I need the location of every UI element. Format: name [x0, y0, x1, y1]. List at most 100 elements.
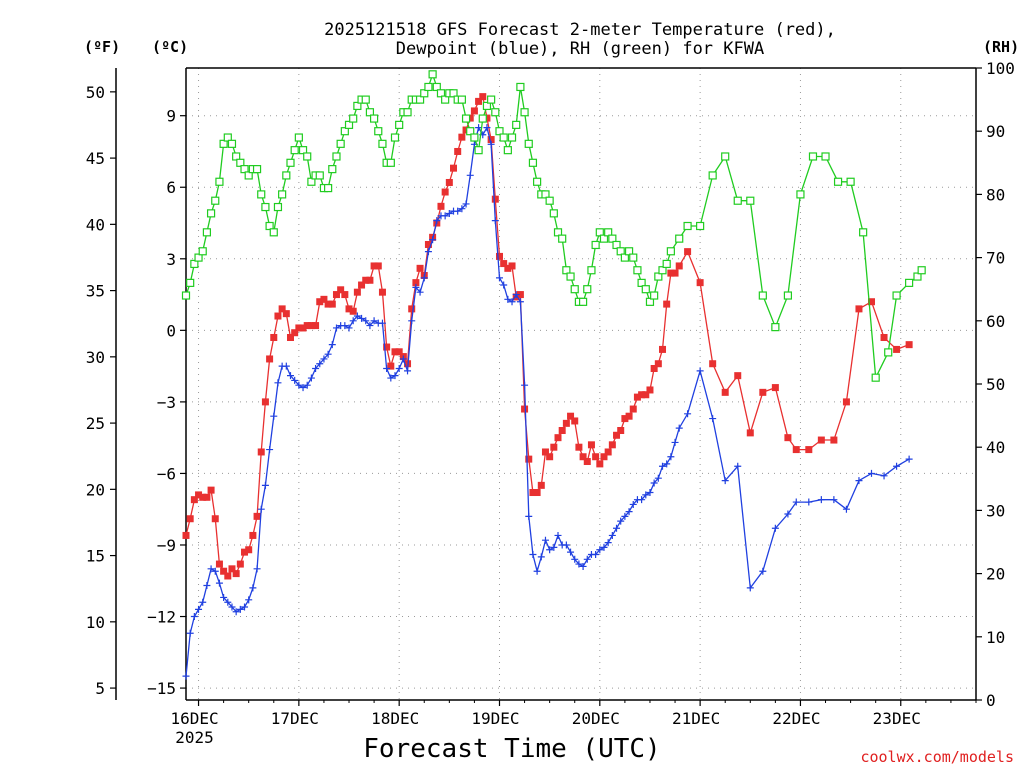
- dewpoint-point: [186, 629, 194, 637]
- 2-meter-temperature-point: [571, 417, 579, 425]
- 2-meter-temperature-point: [408, 305, 416, 313]
- rh-tick-label: 90: [986, 122, 1005, 141]
- dewpoint-point: [659, 462, 667, 470]
- dewpoint-point: [303, 381, 311, 389]
- 2-meter-temperature-point: [608, 441, 616, 449]
- 2-meter-temperature-point: [504, 264, 512, 272]
- relative-humidity-point: [315, 171, 324, 180]
- relative-humidity-point: [244, 171, 253, 180]
- 2-meter-temperature-point: [500, 260, 508, 268]
- 2-meter-temperature-point: [353, 288, 361, 296]
- 2-meter-temperature-point: [220, 567, 228, 575]
- 2-meter-temperature-point: [521, 405, 529, 413]
- 2-meter-temperature-point: [792, 446, 800, 454]
- relative-humidity-point: [696, 221, 705, 231]
- relative-humidity-point: [562, 266, 571, 275]
- relative-humidity-point: [223, 133, 232, 142]
- dewpoint-point: [358, 314, 366, 322]
- dewpoint-point: [182, 672, 190, 680]
- 2-meter-temperature-point: [604, 448, 612, 456]
- celsius-tick-label: 9: [166, 107, 176, 126]
- 2-meter-temperature-point: [424, 240, 432, 248]
- relative-humidity-point: [758, 291, 767, 300]
- 2-meter-temperature-point: [190, 496, 198, 504]
- dewpoint-point: [366, 322, 374, 330]
- dewpoint-point: [420, 274, 428, 282]
- dewpoint-point: [266, 446, 274, 454]
- dewpoint-point: [312, 364, 320, 372]
- dewpoint-point: [433, 217, 441, 225]
- 2-meter-temperature-point: [211, 515, 219, 523]
- dewpoint-point: [759, 567, 767, 575]
- relative-humidity-point: [733, 196, 742, 205]
- relative-humidity-point: [859, 228, 868, 237]
- dewpoint-point: [404, 367, 412, 375]
- 2-meter-temperature-point: [328, 300, 336, 308]
- dewpoint-point: [307, 374, 315, 382]
- 2-meter-temperature-point: [366, 276, 374, 284]
- 2-meter-temperature-point: [642, 391, 650, 399]
- relative-humidity-point: [269, 228, 278, 237]
- relative-humidity-point: [449, 89, 458, 98]
- relative-humidity-point: [545, 196, 554, 205]
- dewpoint-point: [621, 512, 629, 520]
- 2-meter-temperature-point: [303, 322, 311, 330]
- 2-meter-temperature-point: [349, 307, 357, 315]
- dewpoint-point: [399, 355, 407, 363]
- dewpoint-point: [734, 462, 742, 470]
- 2-meter-temperature-point: [387, 362, 395, 370]
- 2-meter-temperature-point: [215, 560, 223, 568]
- 2-meter-temperature-point: [905, 341, 913, 349]
- rh-tick-label: 80: [986, 185, 1005, 204]
- 2-meter-temperature-point: [675, 262, 683, 270]
- x-tick-label: 23DEC: [873, 709, 921, 728]
- relative-humidity-point: [294, 133, 303, 142]
- 2-meter-temperature-point: [228, 565, 236, 573]
- fahrenheit-tick-label: 5: [95, 679, 105, 698]
- 2-meter-temperature-point: [199, 493, 207, 501]
- relative-humidity-point: [273, 202, 283, 212]
- relative-humidity-point: [361, 95, 370, 104]
- 2-meter-temperature-point: [771, 384, 779, 392]
- x-tick-label: 16DEC: [170, 709, 218, 728]
- relative-humidity-point: [683, 221, 692, 231]
- relative-humidity-point: [553, 228, 563, 237]
- fahrenheit-tick-label: 30: [86, 348, 105, 367]
- 2-meter-temperature-point: [466, 114, 474, 122]
- dewpoint-point: [905, 455, 913, 463]
- relative-humidity-point: [457, 95, 466, 104]
- relative-humidity-point: [365, 108, 375, 117]
- 2-meter-temperature-point: [746, 429, 754, 437]
- 2-meter-temperature-point: [236, 560, 244, 568]
- dewpoint-point: [571, 555, 579, 563]
- dewpoint-point: [583, 555, 591, 563]
- relative-humidity-point: [654, 272, 663, 281]
- dewpoint-point: [604, 539, 612, 547]
- x-tick-label: 17DEC: [271, 709, 319, 728]
- dewpoint-point: [709, 415, 717, 423]
- x-tick-label: 20DEC: [572, 709, 620, 728]
- dewpoint-point: [546, 546, 554, 554]
- credit-link[interactable]: coolwx.com/models: [860, 748, 1014, 766]
- 2-meter-temperature-point: [592, 453, 600, 461]
- dewpoint-point: [332, 324, 340, 332]
- 2-meter-temperature-point: [541, 448, 549, 456]
- 2-meter-temperature-point: [868, 298, 876, 306]
- dewpoint-point: [291, 376, 299, 384]
- dewpoint-point: [625, 508, 633, 516]
- relative-humidity-point: [478, 114, 487, 123]
- dewpoint-point: [286, 372, 294, 380]
- dewpoint-point: [629, 500, 637, 508]
- relative-humidity-point: [650, 291, 659, 300]
- 2-meter-temperature-point: [805, 446, 813, 454]
- dewpoint-point: [617, 517, 625, 525]
- dewpoint-point: [458, 205, 466, 213]
- dewpoint-point: [483, 124, 491, 132]
- dewpoint-point: [220, 593, 228, 601]
- celsius-tick-label: −12: [147, 608, 176, 627]
- dewpoint-point: [362, 317, 370, 325]
- 2-meter-temperature-point: [341, 291, 349, 299]
- 2-meter-temperature-point: [245, 546, 253, 554]
- dewpoint-point: [349, 317, 357, 325]
- relative-humidity-point: [282, 171, 291, 180]
